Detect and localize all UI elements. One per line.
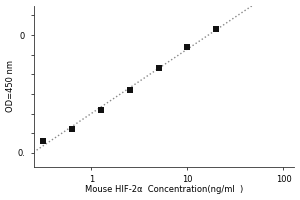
- Y-axis label: OD=450 nm: OD=450 nm: [6, 60, 15, 112]
- Point: [40, 140, 45, 143]
- Point: [185, 45, 190, 48]
- Point: [127, 88, 132, 92]
- Point: [98, 108, 103, 111]
- Point: [214, 28, 219, 31]
- X-axis label: Mouse HIF-2α  Concentration(ng/ml  ): Mouse HIF-2α Concentration(ng/ml ): [85, 185, 243, 194]
- Point: [69, 128, 74, 131]
- Point: [156, 67, 161, 70]
